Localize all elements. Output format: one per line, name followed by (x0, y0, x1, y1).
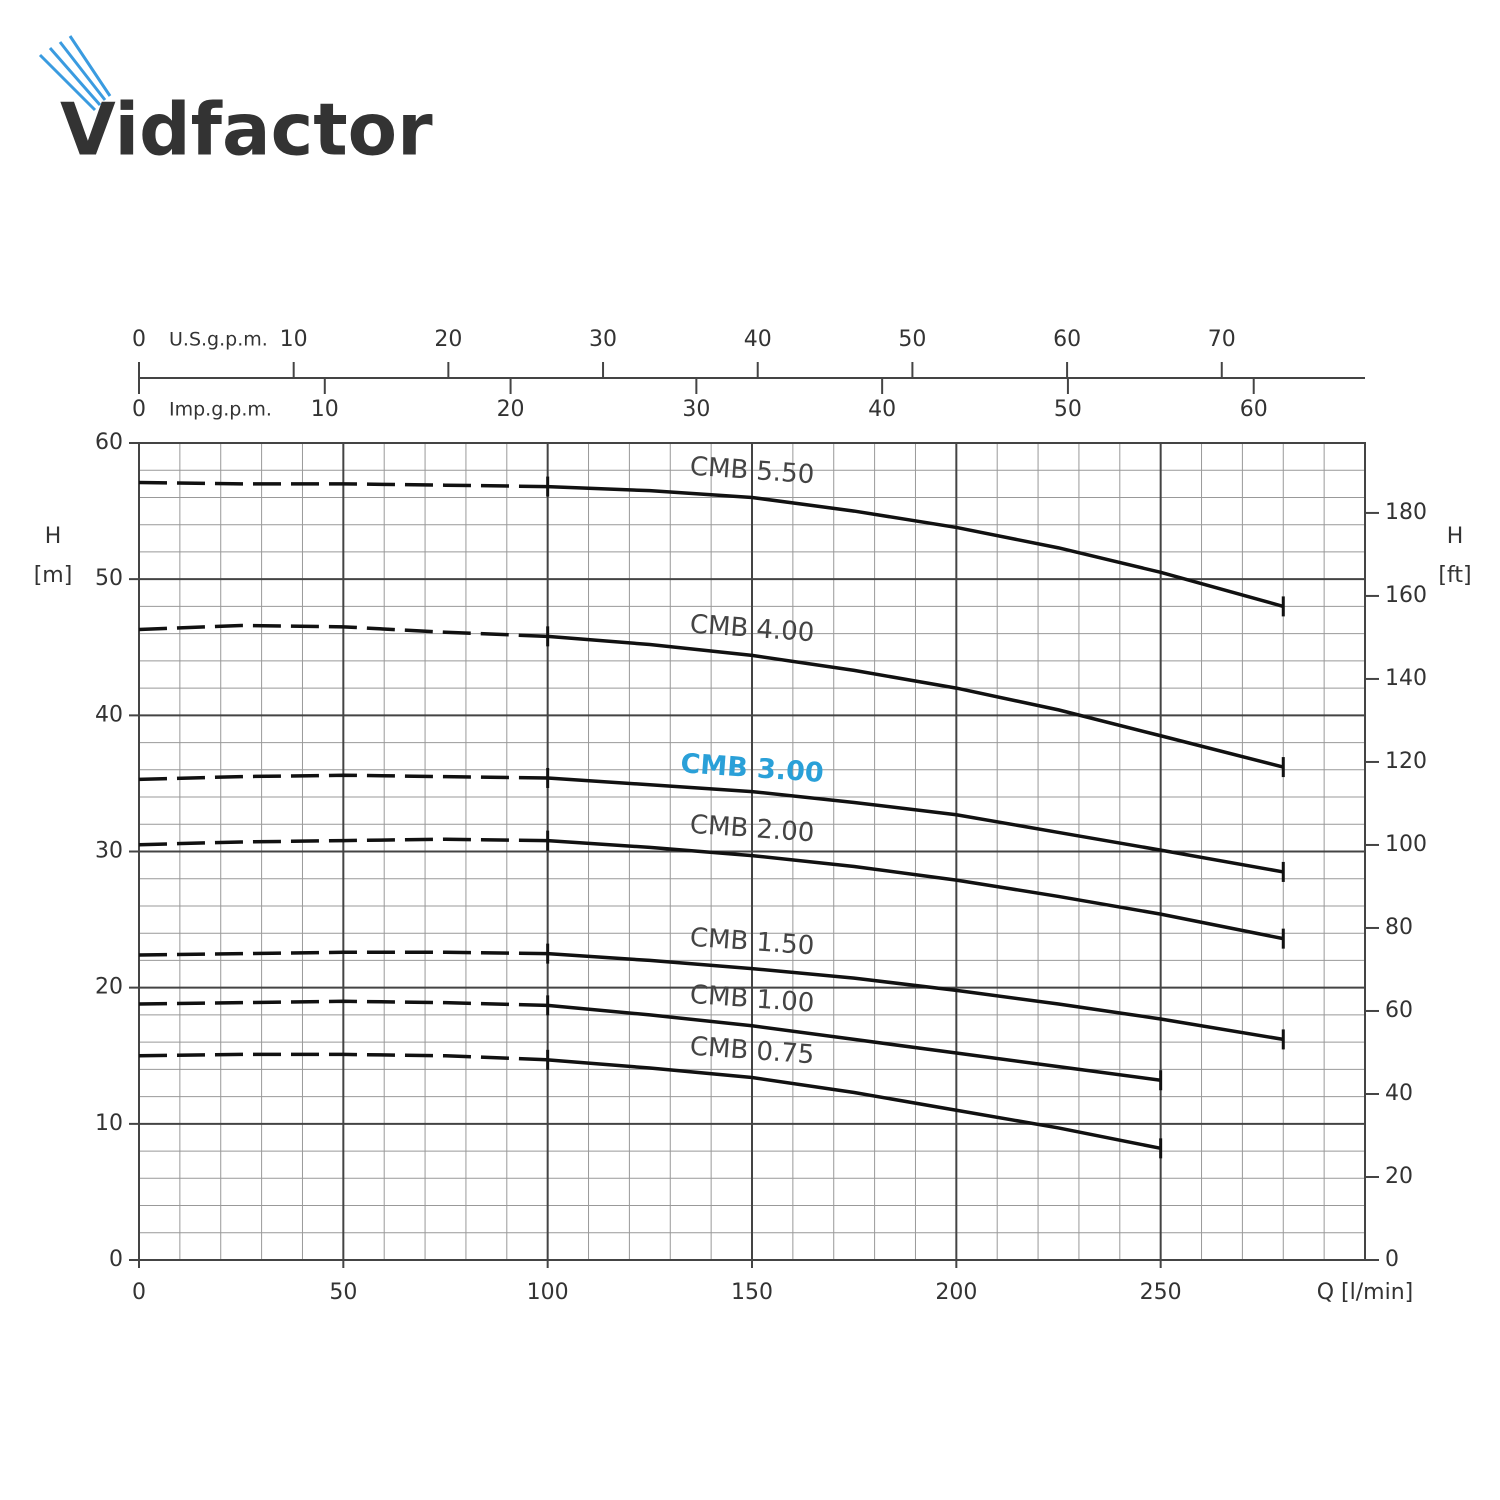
curve (547, 776, 1284, 874)
curve (547, 951, 1284, 1042)
top-axis-label: Imp.g.p.m. (169, 399, 272, 421)
y-axis-unit: [m] (34, 563, 73, 588)
curve-label: CMB 0.75 (689, 1032, 815, 1071)
y2-tick-label: 80 (1385, 915, 1413, 940)
logo-wing (38, 35, 112, 112)
x-axis-label: Q [l/min] (1317, 1280, 1414, 1305)
top-tick-label: 30 (589, 327, 617, 352)
top-tick-label: 10 (311, 397, 339, 422)
top-tick-label: 20 (497, 397, 525, 422)
y2-tick-label: 140 (1385, 666, 1427, 691)
curve-label: CMB 4.00 (689, 610, 815, 649)
top-tick-label: 50 (898, 327, 926, 352)
curve (547, 1003, 1161, 1082)
top-tick-label: 40 (868, 397, 896, 422)
top-tick-label: 0 (132, 397, 146, 422)
y2-tick-label: 20 (1385, 1164, 1413, 1189)
curve (547, 1058, 1162, 1151)
y-tick-label: 50 (95, 566, 123, 591)
y2-tick-label: 100 (1385, 832, 1427, 857)
x-tick-label: 250 (1140, 1280, 1182, 1305)
curve-dashed (138, 999, 548, 1008)
y2-tick-label: 40 (1385, 1081, 1413, 1106)
y-tick-label: 30 (95, 839, 123, 864)
curve-label: CMB 3.00 (680, 748, 825, 789)
curve-dashed (138, 837, 548, 847)
top-tick-label: 70 (1208, 327, 1236, 352)
top-tick-label: 60 (1053, 327, 1081, 352)
curve-label: CMB 1.00 (689, 980, 815, 1019)
curve-dashed (138, 773, 548, 782)
y2-axis-unit: [ft] (1438, 563, 1471, 588)
y2-tick-label: 60 (1385, 998, 1413, 1023)
y-tick-label: 60 (95, 430, 123, 455)
curve-dashed (138, 950, 548, 957)
curve-dashed (138, 480, 548, 489)
y2-tick-label: 0 (1385, 1247, 1399, 1272)
y-axis-label: H (45, 524, 62, 549)
x-tick-label: 100 (527, 1280, 569, 1305)
top-tick-label: 30 (682, 397, 710, 422)
top-tick-label: 50 (1054, 397, 1082, 422)
curve (547, 838, 1284, 941)
y2-tick-label: 120 (1385, 749, 1427, 774)
curve-label: CMB 1.50 (689, 923, 815, 962)
curve-dashed (138, 623, 548, 639)
curve-label: CMB 5.50 (689, 452, 815, 491)
y-tick-label: 40 (95, 702, 123, 727)
curve (547, 484, 1284, 609)
top-tick-label: 10 (280, 327, 308, 352)
curve (547, 634, 1284, 769)
top-tick-label: 0 (132, 327, 146, 352)
curve-label: CMB 2.00 (689, 810, 815, 849)
x-tick-label: 150 (731, 1280, 773, 1305)
top-tick-label: 40 (744, 327, 772, 352)
y2-tick-label: 160 (1385, 583, 1427, 608)
top-tick-label: 20 (434, 327, 462, 352)
top-axis-label: U.S.g.p.m. (169, 329, 268, 351)
y-tick-label: 10 (95, 1111, 123, 1136)
x-tick-label: 50 (329, 1280, 357, 1305)
top-tick-label: 60 (1240, 397, 1268, 422)
y-tick-label: 0 (109, 1247, 123, 1272)
y2-tick-label: 180 (1385, 500, 1427, 525)
y2-axis-label: H (1447, 524, 1464, 549)
logo: Vidfactor (60, 88, 433, 172)
x-tick-label: 0 (132, 1280, 146, 1305)
y-tick-label: 20 (95, 975, 123, 1000)
curve-dashed (138, 1052, 548, 1062)
x-tick-label: 200 (935, 1280, 977, 1305)
